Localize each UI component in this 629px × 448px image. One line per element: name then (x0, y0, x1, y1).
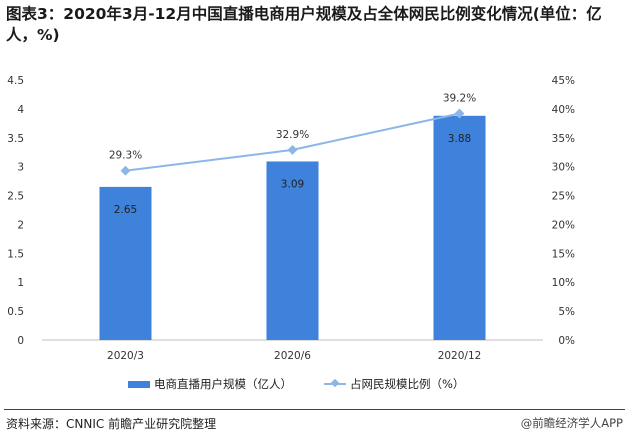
y-right-tick-label: 25% (552, 191, 575, 203)
line-value-label: 29.3% (109, 150, 142, 162)
bar (433, 115, 486, 340)
source-note: 资料来源：CNNIC 前瞻产业研究院整理 (6, 417, 217, 431)
y-right-tick-label: 30% (552, 162, 575, 174)
y-left-tick-label: 0 (17, 335, 24, 347)
y-right-tick-label: 0% (558, 335, 575, 347)
brand-credit: @前瞻经济学人APP (520, 416, 623, 430)
y-right-tick-label: 45% (552, 75, 575, 87)
bar (266, 161, 319, 340)
y-left-tick-label: 3.5 (7, 133, 24, 145)
chart-title: 图表3：2020年3月-12月中国直播电商用户规模及占全体网民比例变化情况(单位… (6, 5, 602, 44)
legend-line-swatch (324, 378, 346, 388)
y-left-tick-label: 4 (17, 104, 24, 116)
legend-bar-swatch (128, 380, 150, 388)
y-left-tick-label: 3 (17, 162, 24, 174)
legend-bar-label: 电商直播用户规模（亿人） (154, 377, 292, 391)
y-left-tick-label: 1 (17, 277, 24, 289)
legend-item-bar: 电商直播用户规模（亿人） (128, 376, 292, 392)
line-point-marker (120, 165, 131, 176)
y-right-tick-label: 20% (552, 219, 575, 231)
y-right-tick-label: 5% (558, 306, 575, 318)
y-left-tick-label: 1.5 (7, 248, 24, 260)
x-tick-label: 2020/12 (438, 350, 482, 362)
legend-item-line: 占网民规模比例（%） (324, 376, 464, 392)
y-right-tick-label: 35% (552, 133, 575, 145)
y-right-tick-label: 40% (552, 104, 575, 116)
bar-value-label: 2.65 (114, 204, 137, 216)
y-left-tick-label: 0.5 (7, 306, 24, 318)
line-value-label: 39.2% (443, 93, 476, 105)
x-tick-label: 2020/6 (274, 350, 311, 362)
y-right-tick-label: 15% (552, 248, 575, 260)
line-point-marker (287, 144, 298, 155)
legend-line-label: 占网民规模比例（%） (350, 377, 465, 391)
y-left-tick-label: 2.5 (7, 191, 24, 203)
x-tick-label: 2020/3 (107, 350, 144, 362)
line-value-label: 32.9% (276, 129, 309, 141)
footer-divider (4, 409, 625, 410)
y-left-tick-label: 4.5 (7, 75, 24, 87)
legend: 电商直播用户规模（亿人） 占网民规模比例（%） (0, 376, 629, 392)
bar-value-label: 3.09 (281, 178, 304, 190)
y-left-tick-label: 2 (17, 219, 24, 231)
bar-value-label: 3.88 (448, 133, 471, 145)
y-right-tick-label: 10% (552, 277, 575, 289)
bar (99, 186, 152, 340)
